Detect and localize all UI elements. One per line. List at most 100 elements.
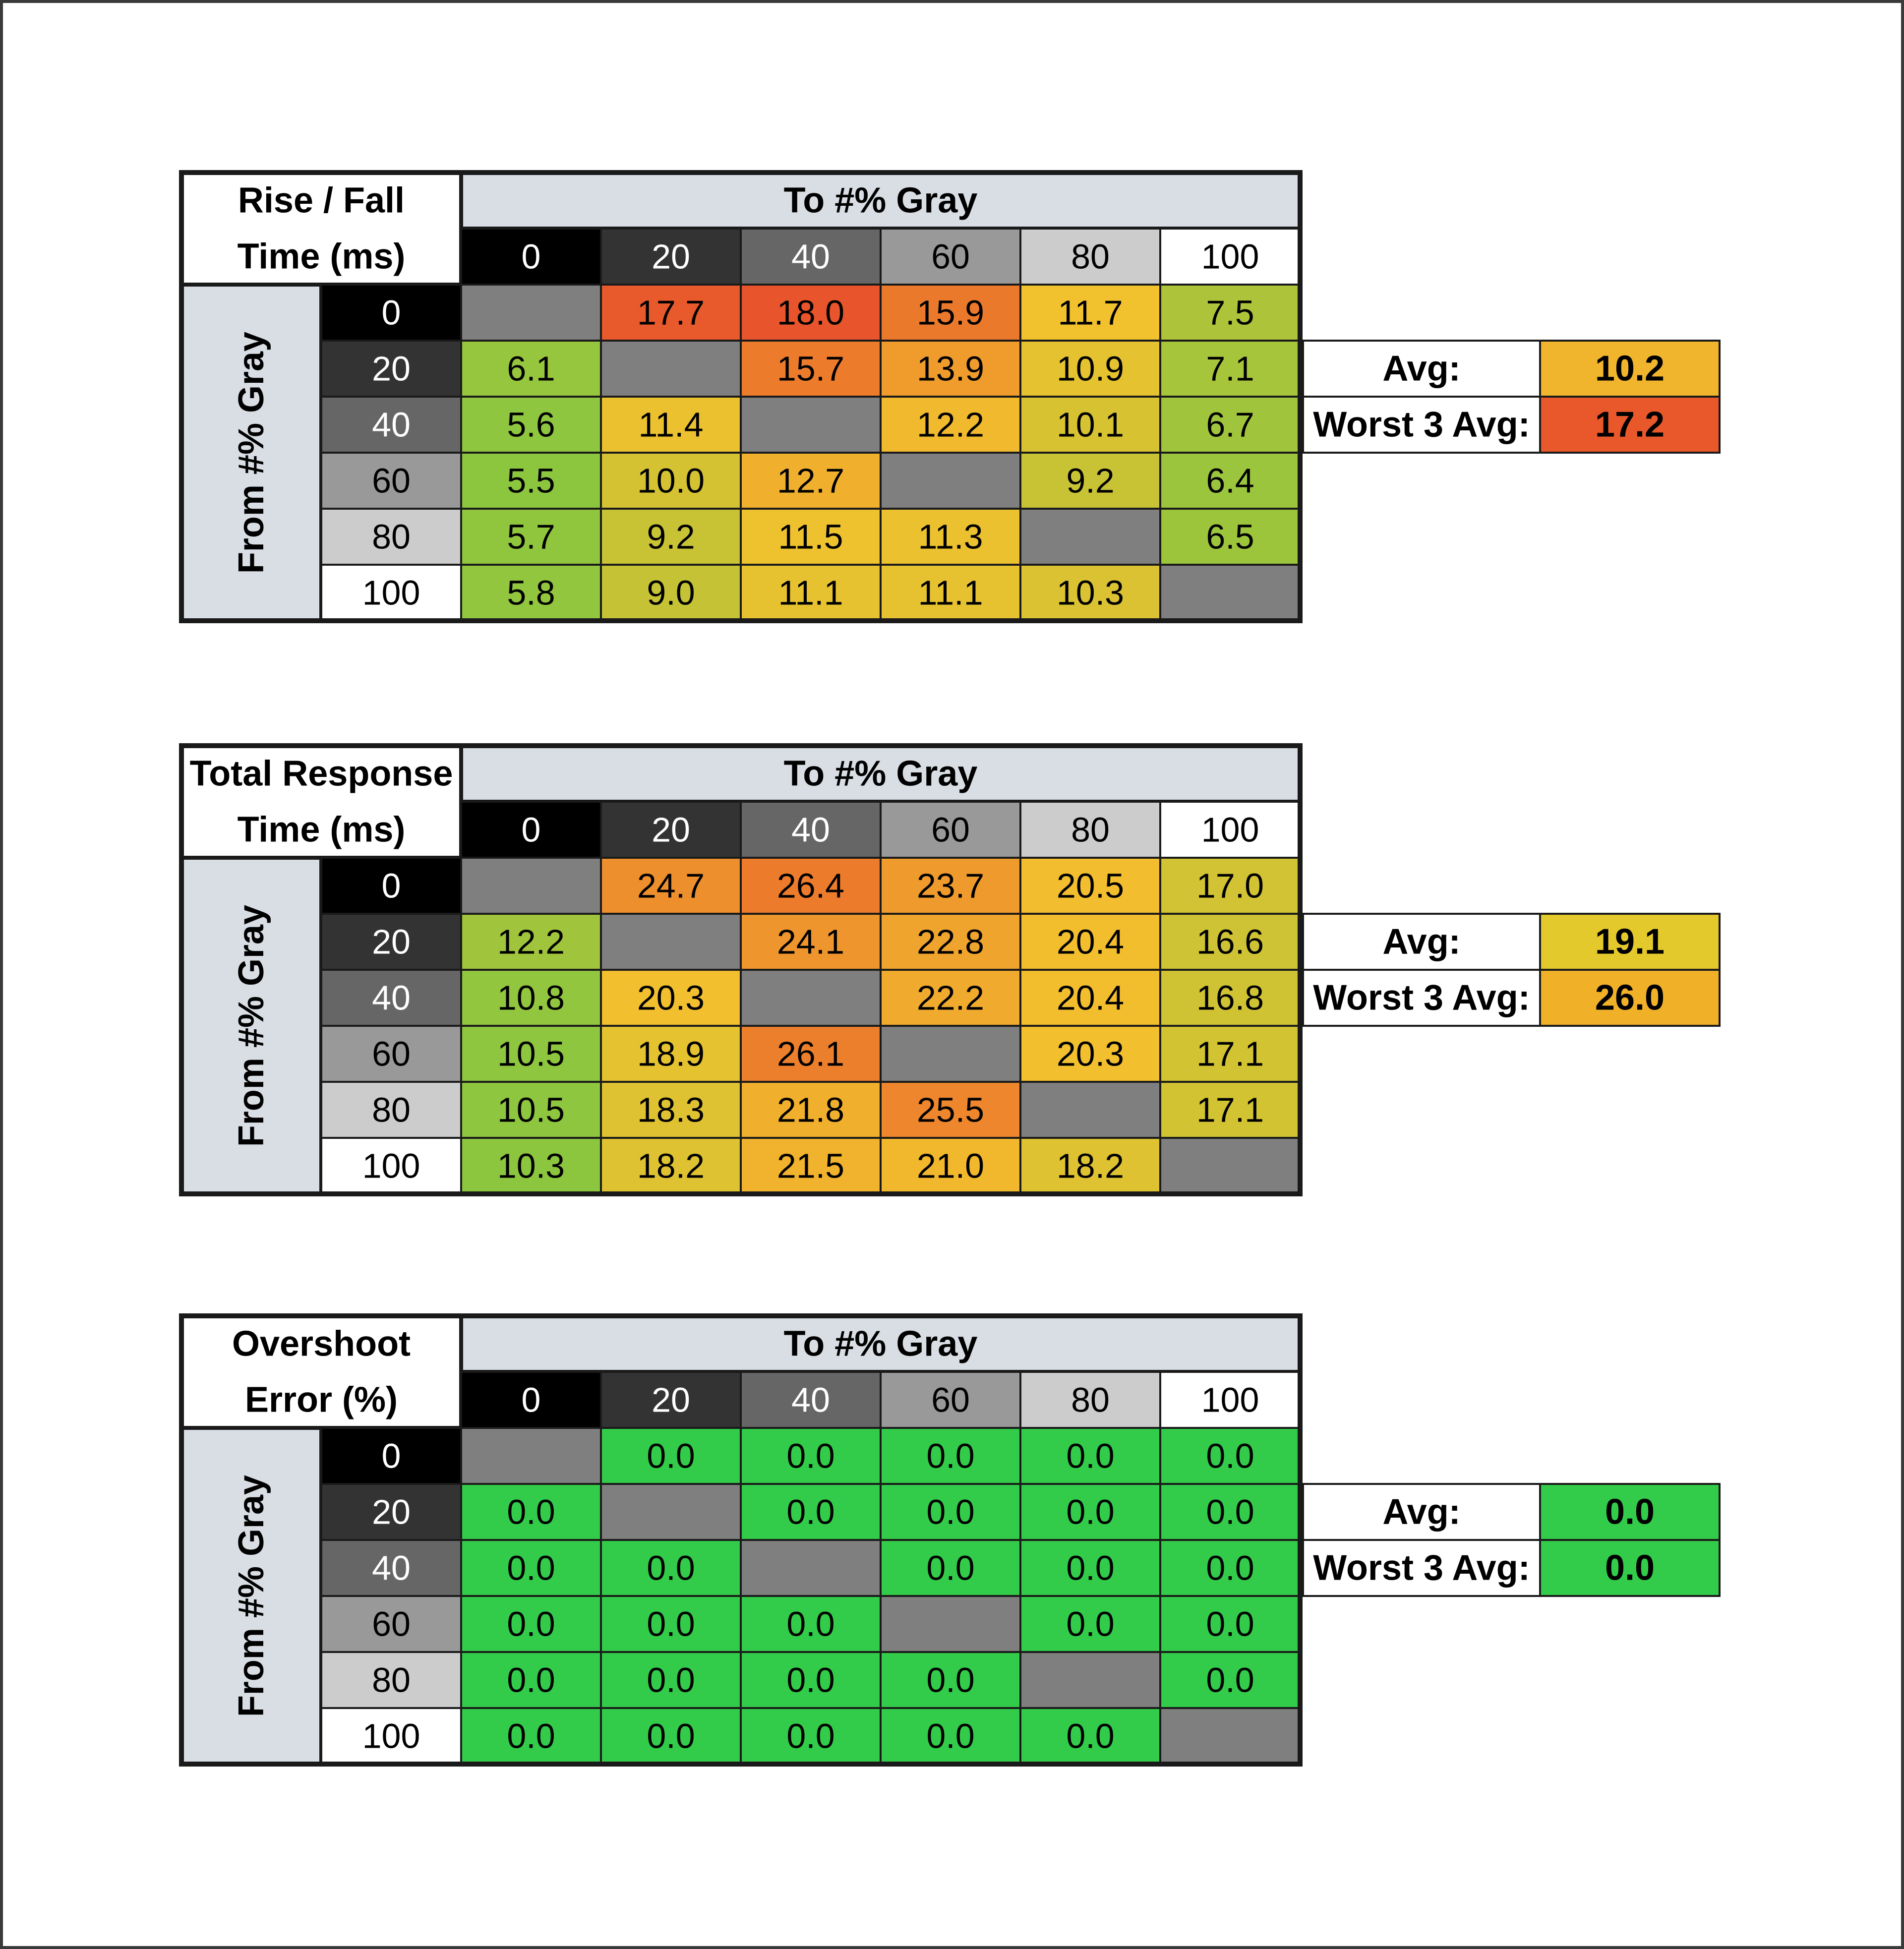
empty-cell [880, 1595, 1021, 1653]
column-header-80 [1019, 1371, 1161, 1429]
cell-value: 15.7 [777, 350, 844, 388]
heatmap-cell [460, 452, 602, 510]
summary-label-box [1302, 396, 1541, 454]
column-header-60 [880, 228, 1021, 286]
cell-value: 12.7 [777, 462, 844, 500]
cell-value: 24.7 [637, 867, 705, 905]
cell-value: 26.4 [777, 867, 844, 905]
summary-label: Worst 3 Avg: [1313, 405, 1530, 445]
y-tick-label: 100 [362, 1147, 420, 1185]
cell-value: 7.1 [1206, 350, 1254, 388]
y-tick-label: 100 [362, 1717, 420, 1756]
summary-value: 10.2 [1595, 349, 1665, 389]
empty-cell [1019, 508, 1161, 566]
cell-value: 11.3 [918, 518, 983, 556]
heatmap-cell [740, 1707, 882, 1765]
cell-value: 0.0 [507, 1605, 555, 1644]
x-tick-label: 100 [1201, 237, 1259, 276]
cell-value: 17.1 [1196, 1035, 1264, 1073]
cell-value: 11.5 [778, 518, 843, 556]
cell-value: 24.1 [777, 923, 844, 961]
x-tick-label: 20 [652, 1381, 690, 1419]
cell-value: 0.0 [1206, 1493, 1254, 1532]
cell-value: 0.0 [926, 1717, 974, 1756]
chart-title-line: Overshoot [232, 1324, 411, 1364]
heatmap-cell [740, 284, 882, 342]
heatmap-canvas: Rise / Fall Time (ms) To #% Gray 0 20 40 60 80 1… [179, 170, 1721, 1767]
heatmap-cell [1159, 284, 1301, 342]
heatmap-cell [1159, 1595, 1301, 1653]
heatmap-3: Overshoot Error (%) To #% Gray 0 20 40 60 80 100… [179, 1313, 1721, 1767]
heatmap-cell [1019, 857, 1161, 915]
cell-value: 10.5 [497, 1035, 565, 1073]
y-axis-label: From #% Gray [232, 905, 271, 1147]
summary-value-box [1539, 396, 1721, 454]
cell-value: 15.9 [917, 294, 984, 332]
cell-value: 0.0 [647, 1605, 695, 1644]
y-tick-label: 80 [372, 1661, 411, 1700]
heatmap-cell [1019, 969, 1161, 1027]
x-tick-label: 40 [791, 811, 830, 849]
heatmap-cell [1019, 284, 1161, 342]
row-header-80 [320, 508, 462, 566]
chart-title-line: Error (%) [245, 1380, 398, 1420]
x-tick-label: 0 [522, 811, 541, 849]
cell-value: 11.7 [1058, 294, 1123, 332]
cell-value: 0.0 [786, 1605, 834, 1644]
cell-value: 0.0 [926, 1661, 974, 1700]
cell-value: 0.0 [507, 1717, 555, 1756]
y-tick-label: 60 [372, 462, 411, 500]
table-frame [179, 170, 1303, 623]
cell-value: 0.0 [926, 1549, 974, 1588]
cell-value: 5.6 [507, 406, 555, 444]
empty-cell [460, 284, 602, 342]
cell-value: 0.0 [1206, 1605, 1254, 1644]
cell-value: 0.0 [1066, 1549, 1114, 1588]
cell-value: 0.0 [507, 1661, 555, 1700]
column-header-100 [1159, 801, 1301, 859]
heatmap-cell [600, 1707, 742, 1765]
cell-value: 0.0 [507, 1549, 555, 1588]
row-axis-header [179, 856, 323, 1196]
cell-value: 0.0 [647, 1717, 695, 1756]
heatmap-1: Rise / Fall Time (ms) To #% Gray 0 20 40 60 80 1… [179, 170, 1721, 623]
cell-value: 10.8 [497, 979, 565, 1017]
cell-value: 17.7 [637, 294, 705, 332]
column-header-20 [600, 801, 742, 859]
y-tick-label: 60 [372, 1605, 411, 1644]
cell-value: 22.2 [917, 979, 984, 1017]
empty-cell [1159, 564, 1301, 622]
heatmap-cell [880, 969, 1021, 1027]
summary-label: Worst 3 Avg: [1313, 978, 1530, 1018]
cell-value: 0.0 [786, 1717, 834, 1756]
cell-value: 21.5 [777, 1147, 844, 1185]
y-tick-label: 80 [372, 1091, 411, 1129]
cell-value: 18.2 [637, 1147, 705, 1185]
cell-value: 18.3 [637, 1091, 705, 1129]
cell-value: 5.5 [507, 462, 555, 500]
x-tick-label: 80 [1071, 1381, 1110, 1419]
cell-value: 9.2 [1066, 462, 1114, 500]
cell-value: 17.1 [1196, 1091, 1264, 1129]
cell-value: 22.8 [917, 923, 984, 961]
cell-value: 20.3 [1057, 1035, 1124, 1073]
cell-value: 0.0 [1206, 1549, 1254, 1588]
heatmap-cell [600, 284, 742, 342]
cell-value: 0.0 [1066, 1437, 1114, 1476]
chart-title-line: Total Response [190, 754, 453, 794]
cell-value: 0.0 [647, 1549, 695, 1588]
y-tick-label: 20 [372, 923, 411, 961]
y-tick-label: 0 [382, 294, 401, 332]
cell-value: 0.0 [786, 1493, 834, 1532]
cell-value: 0.0 [507, 1493, 555, 1532]
y-axis-label: From #% Gray [232, 332, 271, 574]
y-axis-label: From #% Gray [232, 1475, 271, 1717]
cell-value: 21.0 [917, 1147, 984, 1185]
cell-value: 9.0 [647, 574, 695, 612]
empty-cell [1019, 1081, 1161, 1139]
x-tick-label: 80 [1071, 811, 1110, 849]
x-tick-label: 20 [652, 811, 690, 849]
heatmap-cell [880, 284, 1021, 342]
summary-value-box [1539, 913, 1721, 971]
